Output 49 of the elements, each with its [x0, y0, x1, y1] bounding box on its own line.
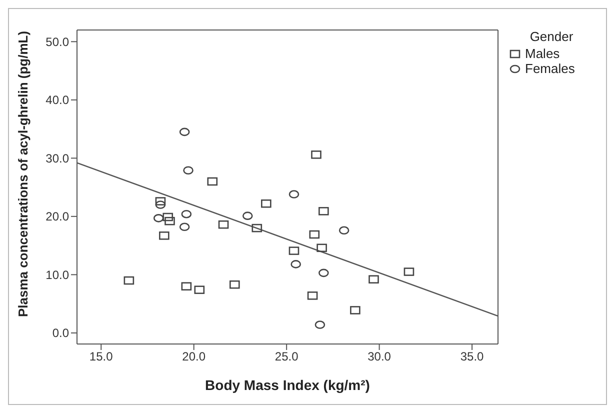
point: [338, 226, 350, 235]
point: [290, 260, 301, 268]
point: [155, 197, 166, 206]
x-tick-label: 20.0: [182, 350, 206, 364]
point: [194, 286, 205, 294]
point: [218, 220, 229, 229]
point: [404, 268, 414, 276]
y-tick-label: 20.0: [46, 210, 70, 224]
point: [314, 320, 326, 329]
y-tick-label: 40.0: [46, 93, 70, 108]
point: [288, 190, 300, 198]
x-tick-label: 15.0: [89, 350, 114, 364]
x-axis-title: Body Mass Index (kg/m²): [205, 377, 370, 393]
point: [124, 276, 134, 285]
point: [316, 244, 327, 252]
point: [288, 246, 300, 255]
point: [155, 200, 166, 209]
point: [252, 224, 262, 232]
point: [179, 222, 190, 232]
point: [350, 306, 360, 314]
legend-title: Gender: [528, 29, 574, 44]
point: [181, 282, 192, 290]
x-tick-label: 30.0: [368, 350, 392, 364]
legend-label: Females: [525, 61, 575, 76]
point: [179, 128, 190, 136]
point: [318, 268, 329, 278]
point: [261, 199, 272, 208]
point: [207, 177, 218, 186]
x-tick-label: 25.0: [274, 350, 299, 364]
point: [164, 216, 175, 226]
y-tick-label: 50.0: [46, 34, 70, 49]
point: [229, 280, 240, 289]
point: [311, 150, 322, 159]
legend-label: Males: [525, 46, 560, 61]
point: [368, 275, 379, 284]
point: [307, 291, 318, 300]
y-tick-label: 0.0: [52, 326, 70, 340]
y-tick-label: 30.0: [46, 151, 70, 166]
x-tick-label: 35.0: [460, 350, 484, 364]
point: [159, 231, 170, 240]
y-axis-title: Plasma concentrations of acyl-ghrelin (pg/mL): [16, 30, 31, 317]
point: [162, 212, 174, 222]
point: [309, 230, 320, 239]
point: [181, 210, 192, 218]
point: [183, 166, 194, 175]
y-tick-label: 10.0: [46, 268, 70, 282]
point: [318, 207, 329, 216]
point: [153, 214, 164, 222]
point: [242, 212, 253, 220]
